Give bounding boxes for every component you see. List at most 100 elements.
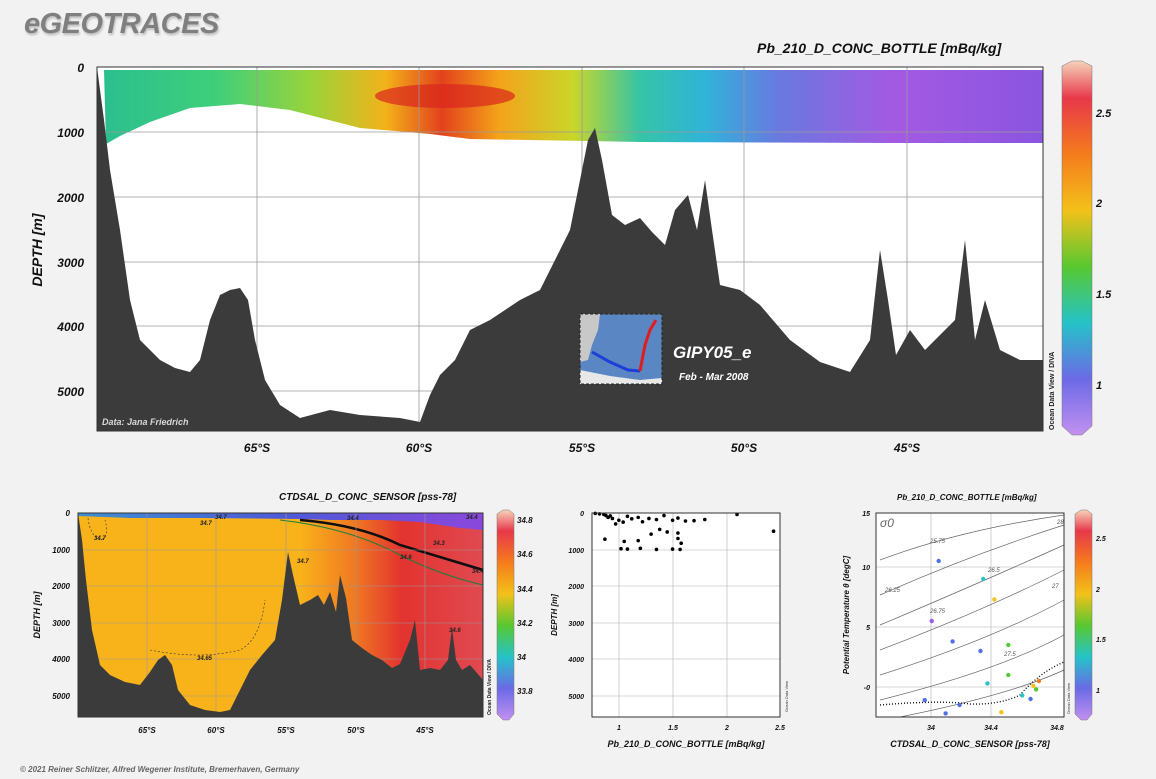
profile-data-point	[654, 517, 659, 522]
inset-land-antarctica	[580, 370, 662, 384]
ts-x-tick: 34	[927, 725, 935, 732]
ts-isopycnals	[879, 514, 1065, 718]
salinity-y-tick: 4000	[51, 655, 70, 664]
ts-y-axis-label: Potential Temperature θ [degC]	[842, 555, 851, 674]
salinity-colorbar-tick: 34.6	[517, 550, 533, 559]
ts-points	[922, 558, 1042, 716]
ts-data-point	[992, 597, 997, 602]
profile-data-point	[662, 513, 666, 518]
salinity-section-plot: 34.7 34.7 34.7 34.6 34.3 34.4 34.7 34.65…	[32, 492, 533, 735]
profile-data-point	[640, 519, 645, 524]
inset-track-south	[591, 350, 641, 373]
ts-data-point	[1036, 678, 1042, 684]
isopycnal-line	[879, 599, 1065, 676]
ts-y-tick: 15	[862, 511, 870, 518]
ts-y-tick: -0	[864, 685, 870, 692]
profile-data-point	[636, 538, 640, 543]
inset-track-north	[638, 319, 658, 372]
profile-data-point	[629, 517, 634, 521]
main-section-plot: Pb_210_D_CONC_BOTTLE [mBq/kg] DEPTH [m] …	[29, 40, 1112, 455]
contour-label: 34.3	[433, 541, 445, 547]
profile-data-point	[676, 516, 680, 520]
main-y-ticks: 0 1000 2000 3000 4000 5000	[56, 61, 84, 399]
salinity-y-tick: 2000	[51, 582, 70, 591]
isopycnal-label: 26.75	[929, 609, 946, 615]
salinity-colorbar-gradient	[496, 509, 515, 721]
ts-data-point	[929, 618, 934, 624]
main-colorbar: 1 1.5 2 2.5	[1061, 60, 1112, 436]
ts-colorbar: 2.5 2 1.5 1	[1074, 509, 1106, 721]
main-x-tick: 55°S	[569, 441, 595, 455]
main-x-tick: 50°S	[731, 441, 757, 455]
salinity-colorbar-tick: 34	[517, 653, 526, 662]
salinity-y-tick: 0	[66, 509, 71, 518]
isopycnal-label: 25.75	[929, 539, 946, 545]
salinity-y-tick: 1000	[52, 546, 70, 555]
profile-plot-area	[592, 513, 780, 717]
profile-y-tick: 2000	[567, 584, 584, 591]
ts-y-ticks: -0 5 10 15	[862, 511, 870, 692]
profile-y-ticks: 0 1000 2000 3000 4000 5000	[567, 511, 584, 701]
profile-data-point	[608, 514, 613, 518]
main-x-tick: 65°S	[244, 441, 270, 455]
cruise-inset-map: GIPY05_e Feb - Mar 2008	[579, 313, 751, 385]
salinity-contour	[279, 519, 484, 586]
salinity-34.7-contour	[299, 518, 484, 572]
profile-data-point	[613, 522, 618, 526]
ts-colorbar-tick: 1.5	[1096, 637, 1106, 644]
salinity-x-ticks: 65°S 60°S 55°S 50°S 45°S	[138, 726, 434, 735]
main-y-tick: 0	[77, 61, 84, 75]
salinity-chart-title: CTDSAL_D_CONC_SENSOR [pss-78]	[279, 492, 457, 503]
profile-x-tick: 1.5	[668, 725, 678, 732]
profile-data-point	[622, 539, 627, 544]
main-y-tick: 1000	[57, 126, 84, 140]
salinity-x-tick: 50°S	[347, 726, 365, 735]
pb210-concentration-field	[104, 70, 1043, 144]
ts-chart-title: Pb_210_D_CONC_BOTTLE [mBq/kg]	[897, 493, 1037, 502]
contour-label: 34.6	[449, 628, 461, 634]
isopycnal-line	[879, 544, 1065, 626]
profile-y-tick: 5000	[568, 694, 584, 701]
salinity-y-axis-label: DEPTH [m]	[32, 590, 42, 638]
contour-label: 34.7	[215, 515, 227, 521]
main-plot-frame	[96, 66, 1044, 432]
cruise-dates: Feb - Mar 2008	[679, 372, 749, 383]
profile-scatter-plot: DEPTH [m] 0 1000 2000 3000 4000 5000 1 1…	[550, 511, 789, 749]
profile-data-point	[625, 547, 630, 551]
contour-label: 34.7	[200, 521, 212, 527]
profile-points	[593, 511, 776, 552]
isopycnal-line	[879, 569, 1065, 651]
profile-data-point	[657, 527, 662, 532]
profile-x-axis-label: Pb_210_D_CONC_BOTTLE [mBq/kg]	[607, 739, 765, 749]
main-colorbar-gradient	[1061, 60, 1093, 436]
salinity-surface-layer	[78, 513, 483, 530]
isopycnal-label: 27.5	[1003, 652, 1016, 658]
ts-data-point	[978, 648, 983, 654]
ts-data-point	[950, 639, 955, 644]
profile-data-point	[654, 547, 659, 552]
ts-odv-watermark: Ocean Data View	[1066, 683, 1071, 714]
profile-data-point	[625, 514, 630, 519]
profile-data-point	[692, 518, 696, 523]
egeotraces-logo: eGEOTRACES	[24, 8, 219, 40]
main-bathymetry	[97, 67, 1043, 431]
ts-data-point	[1033, 687, 1039, 692]
main-colorbar-tick: 2	[1095, 198, 1102, 210]
profile-data-point	[647, 516, 651, 521]
ts-colorbar-tick: 2.5	[1095, 536, 1106, 543]
ts-x-axis-label: CTDSAL_D_CONC_SENSOR [pss-78]	[890, 739, 1051, 749]
isopycnal-label: 26.25	[884, 588, 901, 594]
profile-data-point	[678, 547, 682, 552]
ts-data-point	[943, 711, 948, 716]
pb210-maximum	[375, 84, 515, 108]
salinity-y-tick: 5000	[52, 692, 70, 701]
main-colorbar-tick: 1.5	[1096, 289, 1112, 301]
profile-data-point	[638, 546, 643, 551]
ts-colorbar-tick: 1	[1096, 688, 1100, 695]
profile-data-point	[703, 517, 707, 522]
ts-data-point	[1028, 696, 1033, 702]
ts-y-tick: 5	[866, 625, 870, 632]
profile-data-point	[665, 530, 669, 534]
salinity-x-tick: 60°S	[207, 726, 225, 735]
